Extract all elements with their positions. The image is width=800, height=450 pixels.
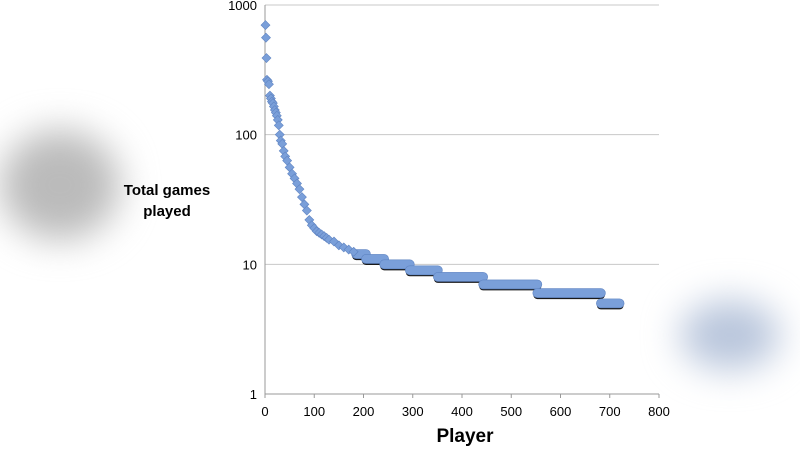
x-axis-label: Player: [436, 426, 494, 447]
data-point: [261, 32, 271, 43]
y-tick-label: 1: [250, 387, 257, 402]
data-point: [294, 184, 305, 195]
data-point: [343, 244, 354, 255]
data-run: [596, 298, 625, 309]
y-tick-label: 100: [235, 128, 257, 143]
x-tick-label: 0: [261, 404, 268, 419]
y-tick-label: 10: [243, 257, 257, 272]
data-point: [348, 246, 359, 257]
x-tick-label: 800: [648, 404, 670, 419]
background-blur: [680, 300, 780, 370]
y-tick-label: 1000: [228, 0, 257, 13]
data-point: [301, 205, 312, 216]
data-point: [264, 79, 274, 90]
data-run: [433, 272, 488, 282]
x-tick-label: 400: [451, 404, 473, 419]
x-tick-label: 700: [599, 404, 621, 419]
data-run: [532, 288, 606, 298]
data-point: [260, 20, 271, 31]
x-tick-label: 600: [550, 404, 572, 419]
y-axis-label: Total games played: [123, 182, 211, 220]
x-tick-label: 100: [303, 404, 325, 419]
data-run: [379, 259, 415, 270]
data-run: [478, 279, 543, 290]
background-blur: [0, 130, 120, 240]
data-point: [324, 234, 334, 245]
data-point: [297, 192, 307, 203]
data-point: [261, 53, 272, 63]
data-point: [273, 120, 284, 131]
x-tick-label: 300: [402, 404, 424, 419]
x-tick-label: 500: [500, 404, 522, 419]
x-tick-label: 200: [353, 404, 375, 419]
data-run: [404, 265, 443, 276]
